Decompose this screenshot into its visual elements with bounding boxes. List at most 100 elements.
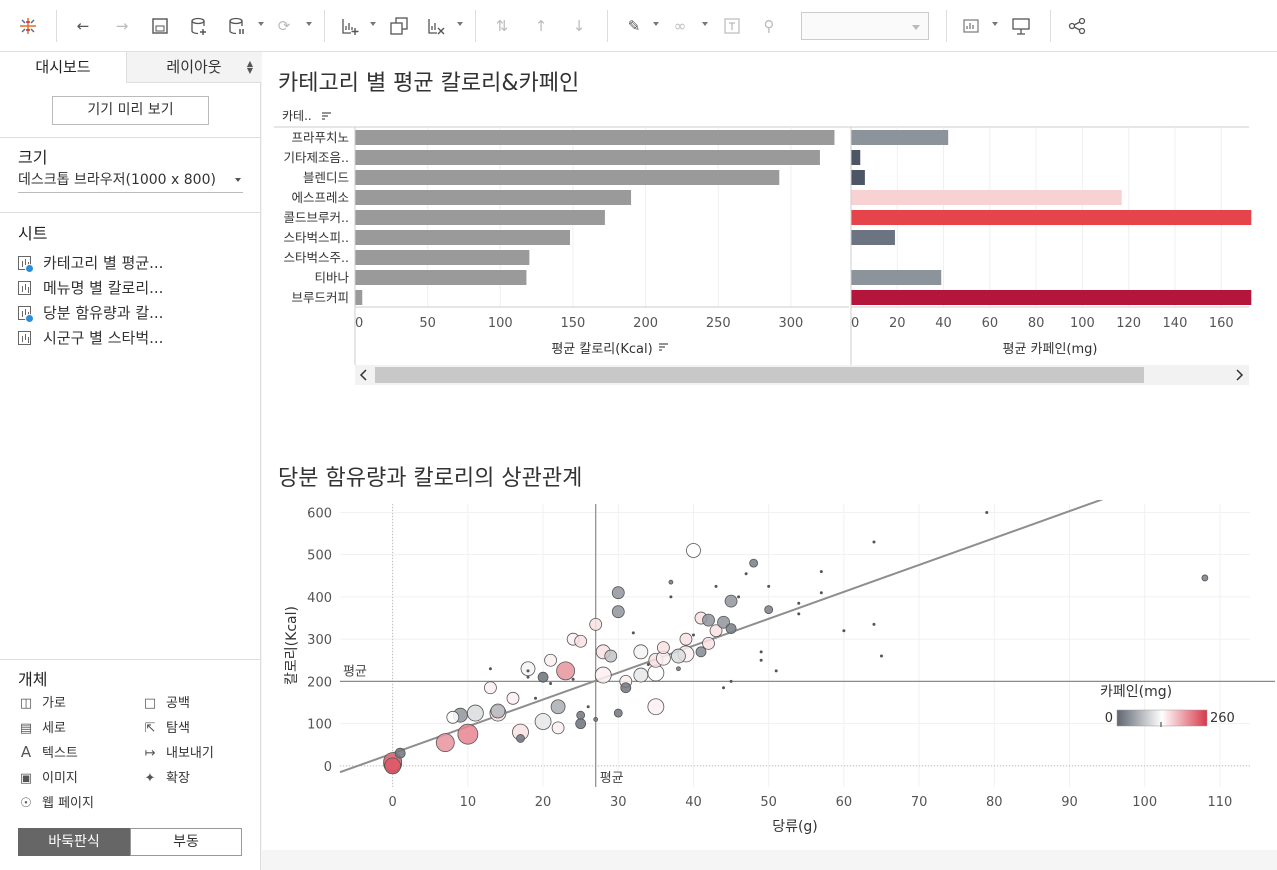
scatter-point (490, 703, 506, 719)
save-icon[interactable] (148, 14, 172, 38)
text-icon: A (20, 743, 32, 761)
sheet-item[interactable]: 메뉴명 별 칼로리... (18, 277, 163, 301)
bar (355, 210, 605, 225)
x-tick-label: 110 (1208, 795, 1233, 810)
object-download[interactable]: ↦ 내보내기 (142, 742, 214, 761)
chevron-down-icon[interactable] (258, 22, 264, 26)
chevron-down-icon[interactable] (653, 22, 659, 26)
scatter-point (586, 705, 590, 709)
scatter-point (526, 675, 530, 679)
legend-min-label: 0 (1105, 711, 1113, 726)
new-datasource-icon[interactable] (187, 14, 211, 38)
share-icon[interactable] (1065, 14, 1089, 38)
scatter-point (394, 747, 406, 759)
size-section-title: 크기 (18, 148, 48, 167)
scatter-point (575, 718, 587, 730)
sheet-item[interactable]: 시군구 별 스타벅... (18, 327, 163, 351)
tab-layout[interactable]: 레이아웃 ▲ ▼ (126, 52, 261, 83)
bar (851, 130, 949, 145)
chevron-down-icon[interactable] (370, 22, 376, 26)
category-label: 스타벅스피.. (284, 230, 349, 245)
sheet-item[interactable]: 카테고리 별 평균... (18, 252, 163, 276)
highlight-icon[interactable]: ✎ (627, 17, 641, 35)
x-tick-label: 150 (561, 316, 586, 331)
attach-icon[interactable]: ∞ (673, 17, 687, 35)
dashboard-sidebar: 대시보드 레이아웃 ▲ ▼ 기기 미리 보기 크기 데스크톱 브라우저(1000 … (0, 52, 261, 870)
pause-update-icon[interactable] (225, 14, 249, 38)
scatter-point (537, 671, 549, 683)
scatter-point (714, 584, 718, 588)
x-tick-label: 0 (389, 795, 397, 810)
object-blank[interactable]: □ 공백 (142, 692, 190, 711)
bar (355, 230, 571, 245)
scatter-point (556, 661, 576, 681)
duplicate-icon[interactable] (387, 14, 411, 38)
new-worksheet-icon[interactable] (338, 14, 362, 38)
sort-asc-icon[interactable]: ↑ (534, 17, 548, 35)
tab-dashboard[interactable]: 대시보드 (35, 58, 91, 76)
scatter-point (466, 704, 484, 722)
object-webpage[interactable]: ☉ 웹 페이지 (18, 792, 94, 811)
x-tick-label: 40 (935, 316, 952, 331)
legend-title: 카페인(mg) (1100, 684, 1172, 700)
chevron-down-icon[interactable] (306, 22, 312, 26)
objects-section-title: 개체 (18, 670, 48, 689)
presentation-icon[interactable] (1009, 14, 1033, 38)
object-horizontal[interactable]: ◫ 가로 (18, 692, 66, 711)
sheet-item[interactable]: 당분 함유량과 칼... (18, 302, 163, 326)
text-label-icon[interactable] (720, 14, 744, 38)
pin-icon[interactable]: ⚲ (763, 17, 775, 35)
scatter-point (879, 654, 883, 658)
object-extension[interactable]: ✦ 확장 (142, 767, 190, 786)
fit-select[interactable] (801, 12, 929, 40)
bar (851, 210, 1252, 225)
scroll-left-icon (359, 369, 367, 381)
redo-icon[interactable]: → (115, 17, 129, 35)
object-image[interactable]: ▣ 이미지 (18, 767, 78, 786)
x-tick-label: 140 (1163, 316, 1188, 331)
scatter-point (686, 543, 701, 558)
bar (355, 290, 363, 305)
bar (851, 150, 861, 165)
floating-toggle[interactable]: 부동 (130, 828, 242, 856)
bar (355, 250, 530, 265)
tiled-toggle[interactable]: 바둑판식 (18, 828, 130, 856)
navigation-icon: ⇱ (144, 721, 156, 736)
scatter-point (764, 605, 774, 614)
object-vertical[interactable]: ▤ 세로 (18, 717, 66, 736)
scatter-point (767, 584, 771, 588)
x-axis-title: 당류(g) (772, 819, 818, 835)
category-label: 기타제조음.. (284, 150, 349, 165)
bar (355, 130, 835, 145)
toolbar-separator (56, 10, 57, 42)
divider (0, 659, 261, 660)
sheet-item-label: 카테고리 별 평균... (43, 254, 164, 272)
clear-icon[interactable] (424, 14, 448, 38)
tableau-logo-icon[interactable] (16, 14, 40, 38)
device-preview-button[interactable]: 기기 미리 보기 (52, 96, 209, 125)
scatter-point (669, 595, 673, 599)
size-dropdown[interactable]: 데스크톱 브라우저(1000 x 800) (18, 169, 243, 193)
average-label-x: 평균 (600, 771, 624, 786)
sort-desc-icon[interactable]: ↓ (572, 17, 586, 35)
scatter-point (646, 663, 650, 667)
worksheet-icon (18, 306, 34, 323)
chevron-down-icon[interactable] (992, 22, 998, 26)
bar (355, 170, 780, 185)
worksheet-icon (18, 281, 31, 295)
x-tick-label: 80 (1028, 316, 1045, 331)
undo-icon[interactable]: ← (76, 17, 90, 35)
refresh-icon[interactable]: ⟳ (277, 17, 291, 35)
object-text[interactable]: A 텍스트 (18, 742, 78, 761)
chevron-down-icon[interactable] (457, 22, 463, 26)
bar (851, 230, 895, 245)
bar (355, 150, 820, 165)
object-navigation[interactable]: ⇱ 탐색 (142, 717, 190, 736)
chevron-down-icon[interactable] (702, 22, 708, 26)
scatter-point (842, 629, 846, 633)
bar (851, 290, 1252, 305)
show-me-icon[interactable] (960, 14, 984, 38)
scatter-point (819, 570, 823, 574)
scatter-point (797, 601, 801, 605)
swap-icon[interactable]: ⇅ (495, 17, 509, 35)
